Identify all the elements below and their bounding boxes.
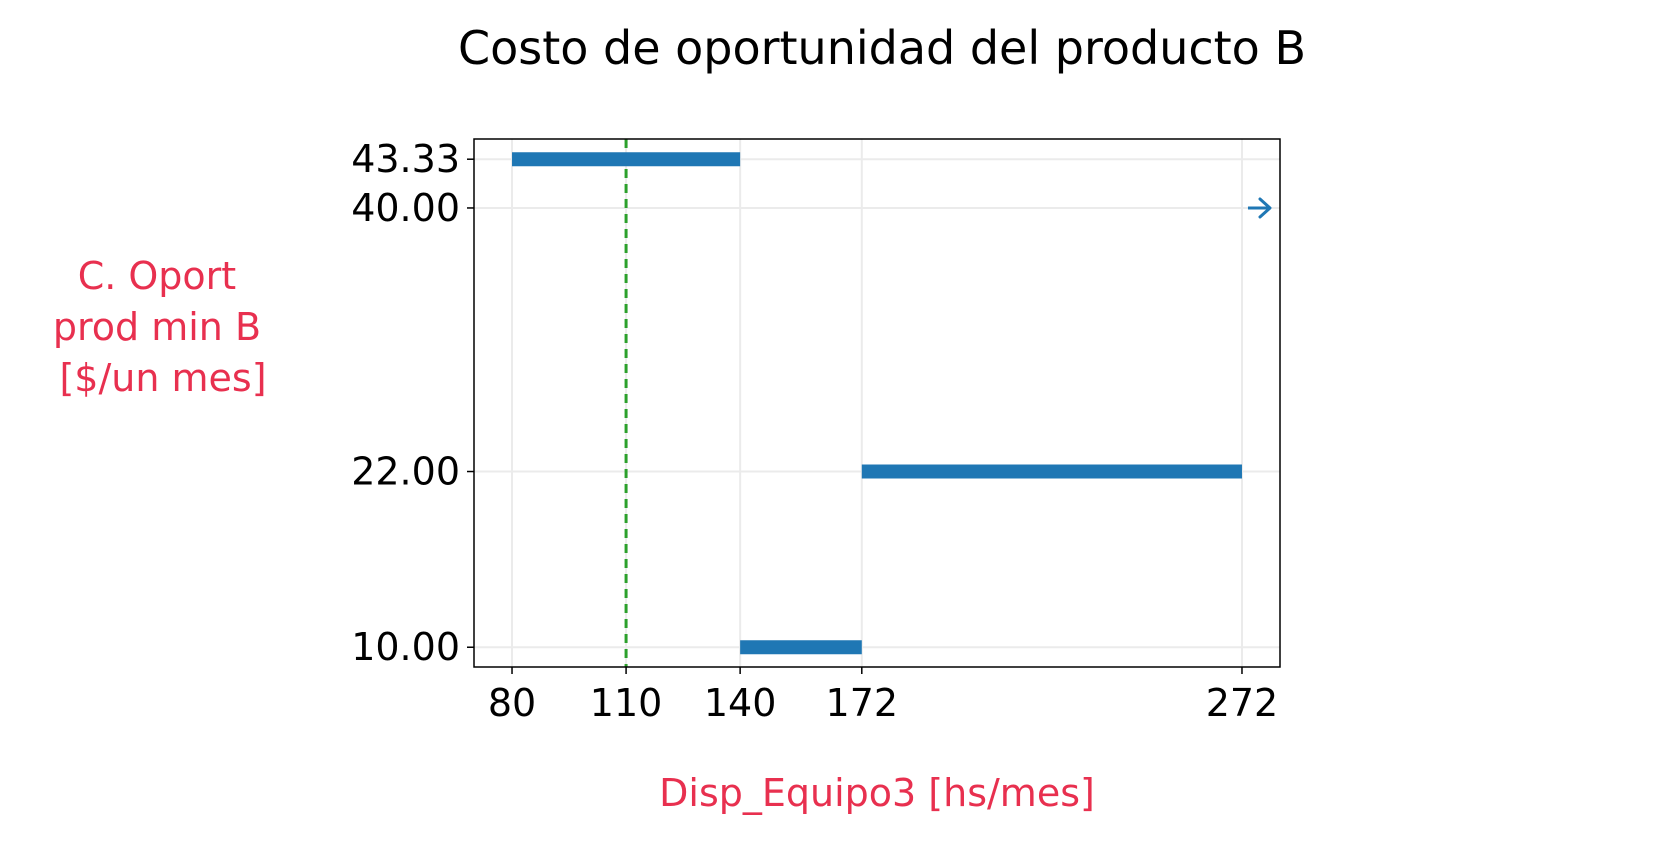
x-tick-label: 172 bbox=[826, 681, 899, 725]
y-tick-label: 22.00 bbox=[351, 450, 460, 494]
arrow-right-icon bbox=[1247, 197, 1272, 219]
y-tick-label: 40.00 bbox=[351, 186, 460, 230]
x-axis-ticks: 80 110 140 172 272 bbox=[488, 667, 1278, 725]
x-axis-label: Disp_Equipo3 [hs/mes] bbox=[659, 771, 1095, 815]
y-axis-label-line-3: [$/un mes] bbox=[59, 356, 266, 400]
arrow-head bbox=[1258, 197, 1272, 219]
chart-title: Costo de oportunidad del producto B bbox=[458, 21, 1306, 75]
y-axis-label: C. Oport prod min B [$/un mes] bbox=[53, 254, 273, 400]
plot-area bbox=[512, 139, 1272, 667]
y-tick-label: 43.33 bbox=[351, 137, 460, 181]
y-axis-label-line-2: prod min B bbox=[53, 305, 261, 349]
y-axis-ticks: 10.00 22.00 40.00 43.33 bbox=[351, 137, 474, 669]
grid bbox=[474, 139, 1280, 667]
x-tick-label: 272 bbox=[1206, 681, 1279, 725]
y-axis-label-line-1: C. Oport bbox=[78, 254, 237, 298]
x-tick-label: 80 bbox=[488, 681, 536, 725]
x-tick-label: 110 bbox=[590, 681, 663, 725]
y-tick-label: 10.00 bbox=[351, 625, 460, 669]
x-tick-label: 140 bbox=[704, 681, 777, 725]
axes-frame bbox=[473, 138, 1281, 668]
